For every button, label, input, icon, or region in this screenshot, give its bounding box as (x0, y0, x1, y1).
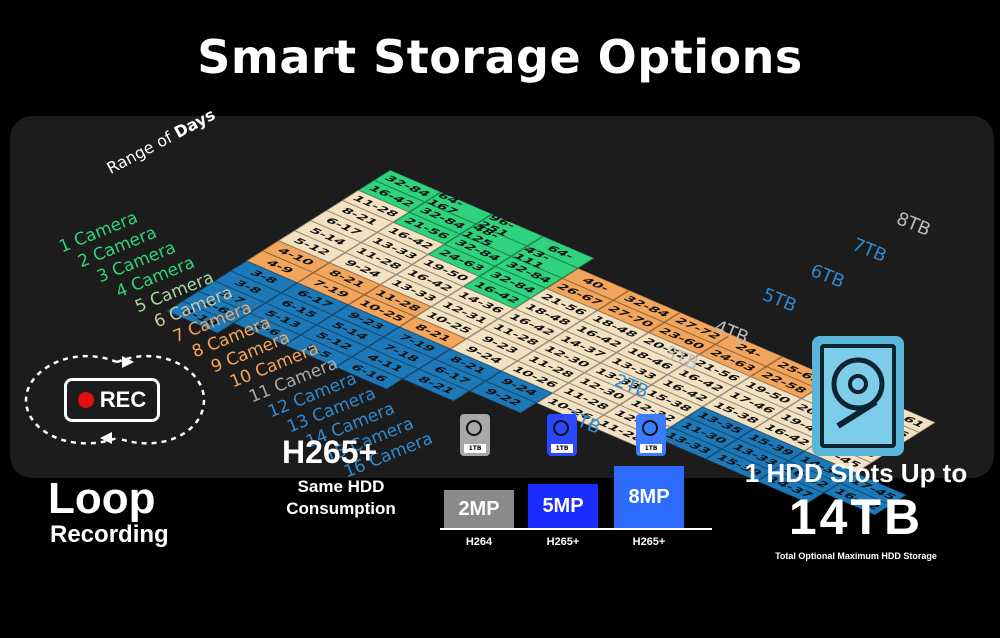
disk-icon (642, 420, 658, 436)
loop-arrows-icon (24, 354, 206, 445)
hdd-large-icon (812, 336, 904, 456)
codec-bar: 2MP (444, 490, 514, 528)
bar-label: 8MP (628, 485, 670, 508)
total-storage-caption: Total Optional Maximum HDD Storage (775, 551, 937, 561)
codec-bar: 8MP (614, 466, 684, 528)
hdd-small-icon: 1TB (636, 414, 666, 456)
rec-text: REC (99, 387, 147, 412)
bar-codec-label: H264 (465, 536, 493, 548)
platter-icon (831, 357, 885, 429)
disk-icon (466, 420, 482, 436)
bar-codec-label: H265+ (546, 536, 580, 548)
bars-baseline (440, 528, 712, 530)
hdd-small-icon: 1TB (460, 414, 490, 456)
hdd-capacity-label: 1TB (640, 444, 662, 453)
max-capacity: 14TB (788, 489, 924, 545)
bar-label: 5MP (542, 494, 584, 517)
page-title: Smart Storage Options (197, 30, 803, 84)
hdd-platter-frame (820, 344, 896, 448)
loop-recording-graphic: REC (22, 352, 208, 448)
hdd-slots-text: 1 HDD Slots Up to (744, 458, 968, 488)
codec-bar: 5MP (528, 484, 598, 528)
h265-title: H265+ (282, 434, 378, 470)
bar-label: 2MP (458, 497, 500, 520)
rec-badge: REC (64, 378, 160, 422)
loop-title: Loop (48, 474, 156, 523)
disk-icon (553, 420, 569, 436)
loop-subtitle: Recording (50, 521, 169, 548)
bar-codec-label: H265+ (632, 536, 666, 548)
h265-subtitle: Same HDD Consumption (286, 477, 396, 518)
hdd-capacity-label: 1TB (464, 444, 486, 453)
hdd-small-icon: 1TB (547, 414, 577, 456)
record-dot-icon (77, 392, 94, 408)
hdd-capacity-label: 1TB (551, 444, 573, 453)
